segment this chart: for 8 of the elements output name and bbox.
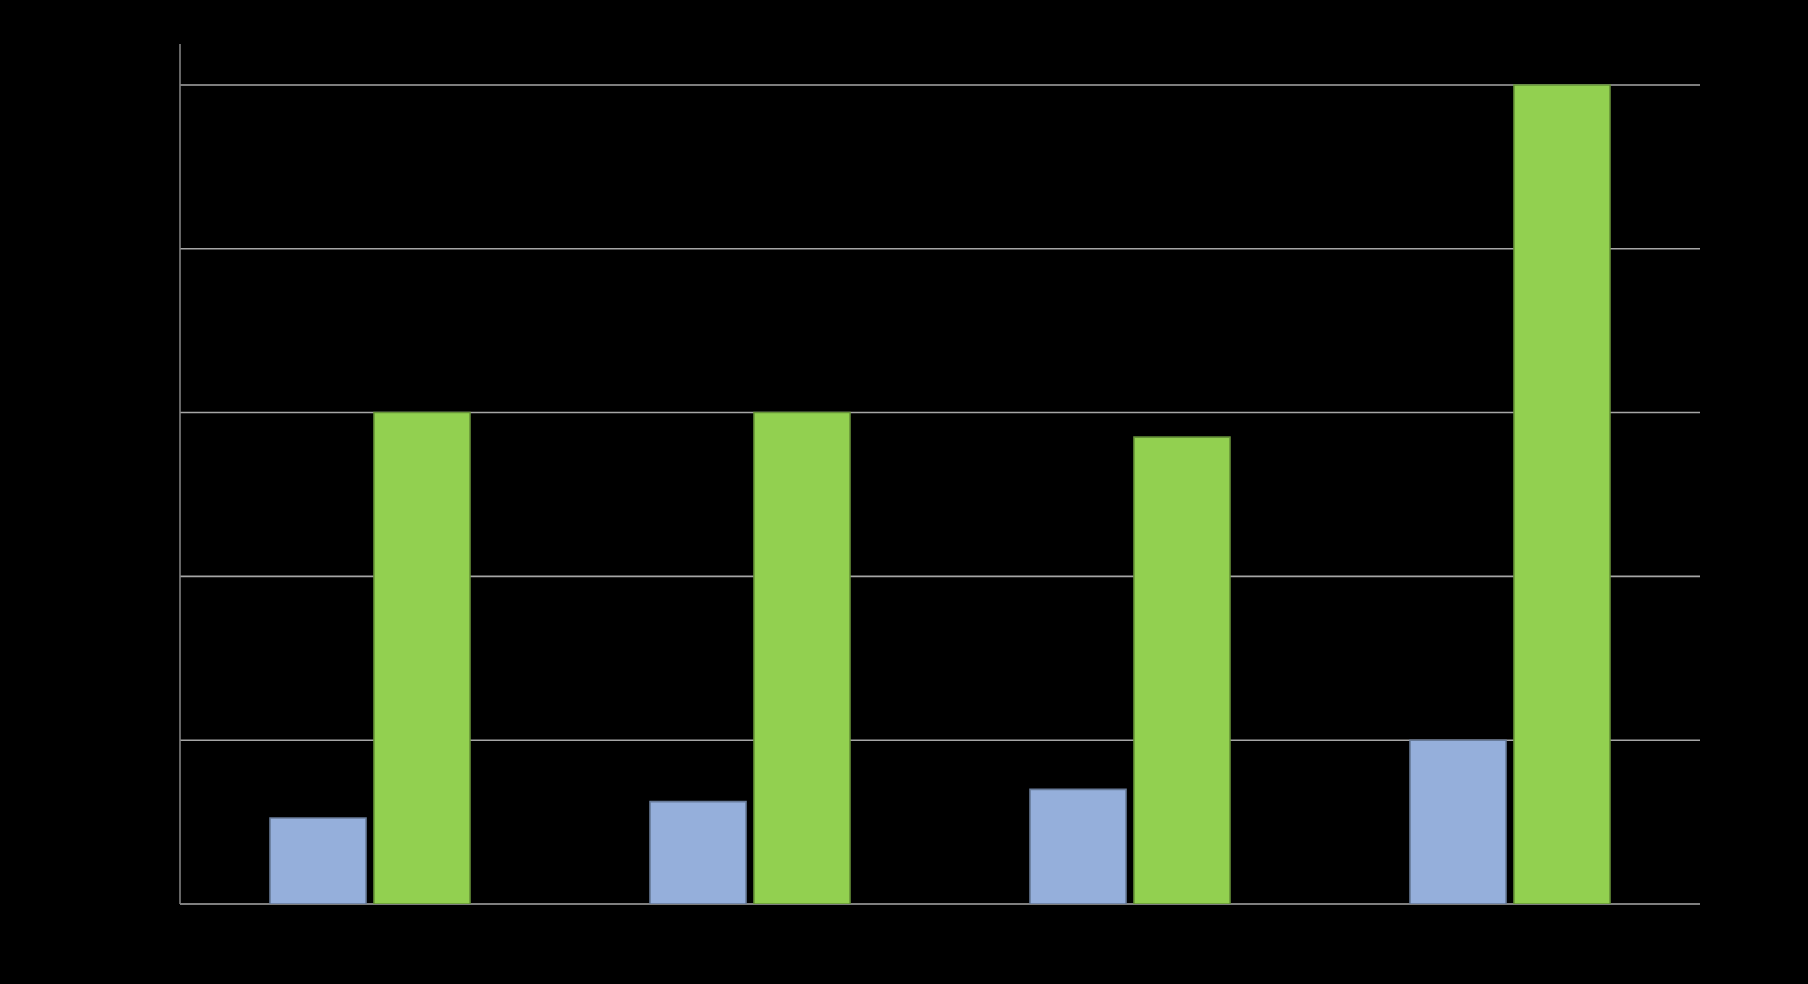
bar: [373, 411, 471, 904]
bar: [1513, 84, 1611, 904]
bar: [1029, 788, 1127, 904]
bar: [269, 817, 367, 904]
bar: [1409, 739, 1507, 904]
bar: [1133, 436, 1231, 904]
bar: [753, 411, 851, 904]
bar: [649, 800, 747, 904]
